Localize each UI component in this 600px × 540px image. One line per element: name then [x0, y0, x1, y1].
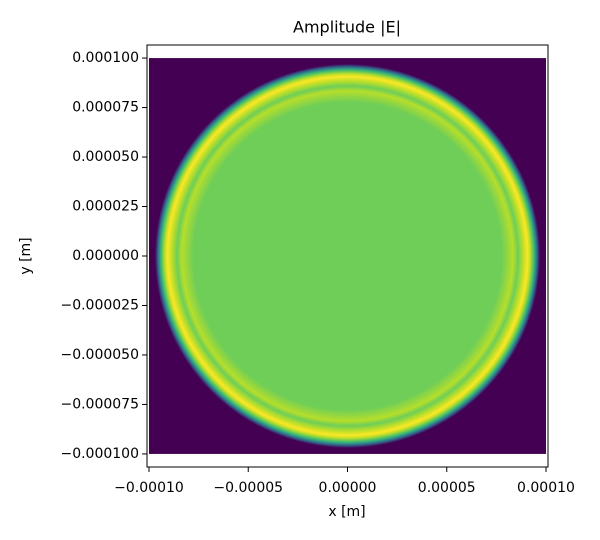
- x-tick-label: 0.00005: [418, 480, 476, 496]
- y-tick-label: 0.000025: [72, 199, 139, 215]
- y-tick-label: −0.000075: [60, 396, 139, 412]
- x-tick-label: 0.00000: [319, 480, 377, 496]
- x-axis-label: x [m]: [328, 504, 365, 520]
- y-tick-label: −0.000050: [60, 347, 139, 363]
- y-tick-label: −0.000100: [60, 446, 139, 462]
- x-tick-label: −0.00005: [213, 480, 283, 496]
- y-tick-label: 0.000000: [72, 248, 139, 264]
- x-tick-label: 0.00010: [517, 480, 575, 496]
- y-tick-label: 0.000050: [72, 149, 139, 165]
- y-tick-label: −0.000025: [60, 297, 139, 313]
- y-axis-label: y [m]: [18, 237, 34, 274]
- chart-title: Amplitude |E|: [293, 18, 401, 37]
- x-tick-label: −0.00010: [114, 480, 184, 496]
- y-tick-label: 0.000100: [72, 50, 139, 66]
- amplitude-disc: [154, 64, 541, 448]
- y-tick-label: 0.000075: [72, 100, 139, 116]
